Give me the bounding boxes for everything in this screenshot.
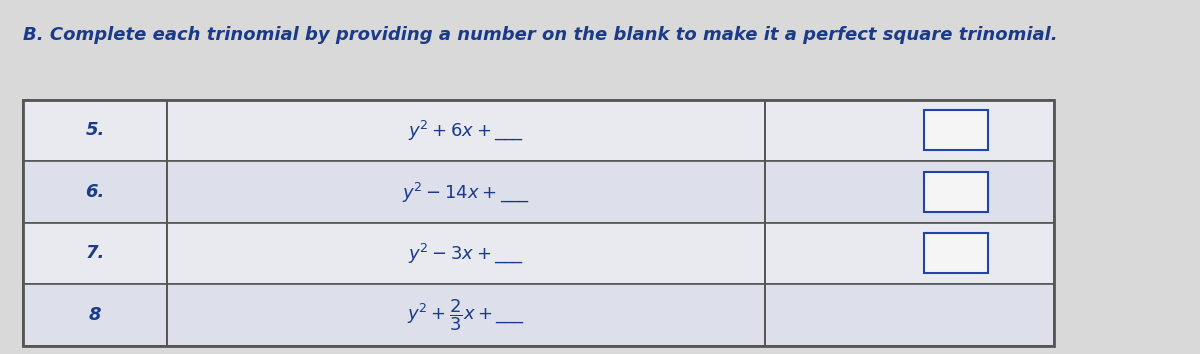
Text: B. Complete each trinomial by providing a number on the blank to make it a perfe: B. Complete each trinomial by providing …	[23, 26, 1057, 44]
Bar	[924, 233, 989, 273]
Text: 6.: 6.	[85, 183, 104, 201]
Text: $y^2 + \dfrac{2}{3}x + \_\_\_$: $y^2 + \dfrac{2}{3}x + \_\_\_$	[407, 297, 526, 333]
Text: 7.: 7.	[85, 244, 104, 262]
Text: 8: 8	[89, 306, 101, 324]
Text: $y^2 - 3x + \_\_\_$: $y^2 - 3x + \_\_\_$	[408, 241, 524, 265]
Bar	[924, 110, 989, 150]
Text: 5.: 5.	[85, 121, 104, 139]
Text: $y^2 - 14x + \_\_\_$: $y^2 - 14x + \_\_\_$	[402, 180, 530, 204]
Bar	[924, 172, 989, 212]
Text: $y^2 + 6x + \_\_\_$: $y^2 + 6x + \_\_\_$	[408, 119, 524, 142]
